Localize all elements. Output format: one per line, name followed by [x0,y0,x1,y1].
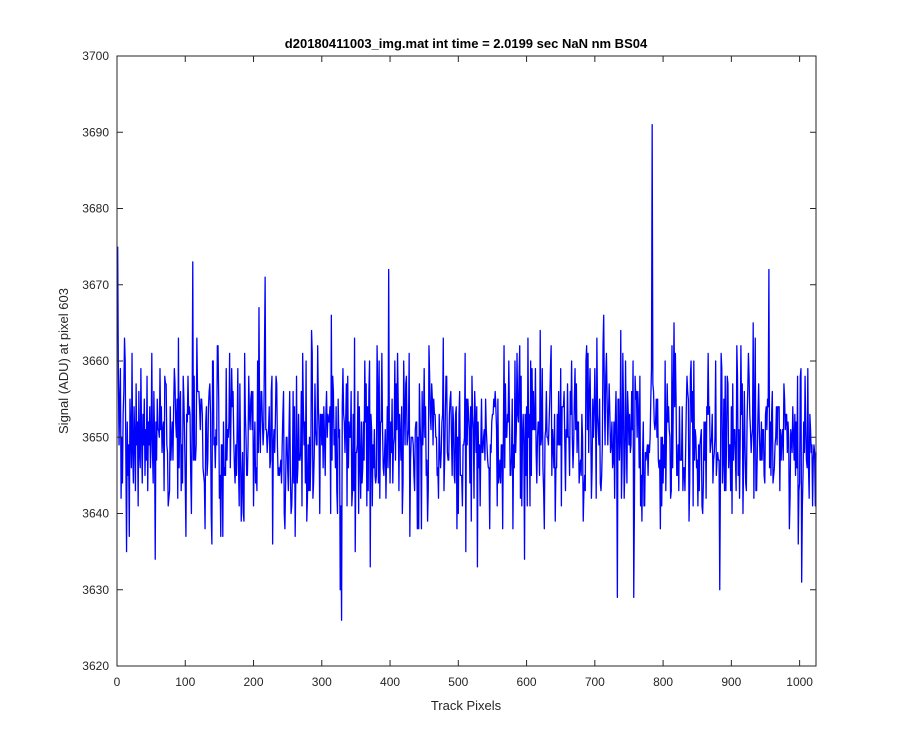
y-tick-label: 3660 [82,354,109,368]
x-axis: 0 100 200 300 400 500 600 700 800 900 1000 [114,56,813,689]
y-tick-label: 3690 [82,125,109,139]
x-tick-label: 700 [585,675,605,689]
y-tick-label: 3700 [82,49,109,63]
y-tick-label: 3630 [82,583,109,597]
y-tick-label: 3620 [82,659,109,673]
x-tick-label: 400 [380,675,400,689]
x-tick-label: 200 [244,675,264,689]
signal-series-line [117,123,817,621]
y-axis: 3620 3630 3640 3650 3660 3670 3680 3690 3700 [82,49,816,673]
data-layer [117,123,817,621]
y-tick-label: 3670 [82,278,109,292]
y-tick-label: 3650 [82,430,109,444]
x-tick-label: 0 [114,675,121,689]
x-tick-label: 800 [653,675,673,689]
x-tick-label: 900 [721,675,741,689]
plot-background [117,56,816,666]
x-tick-label: 300 [312,675,332,689]
x-tick-label: 1000 [786,675,813,689]
y-tick-label: 3680 [82,202,109,216]
x-tick-label: 500 [448,675,468,689]
chart-title: d20180411003_img.mat int time = 2.0199 s… [285,36,648,51]
y-axis-label: Signal (ADU) at pixel 603 [56,288,71,434]
x-tick-label: 600 [517,675,537,689]
x-tick-label: 100 [175,675,195,689]
y-tick-label: 3640 [82,507,109,521]
x-axis-label: Track Pixels [431,698,502,713]
